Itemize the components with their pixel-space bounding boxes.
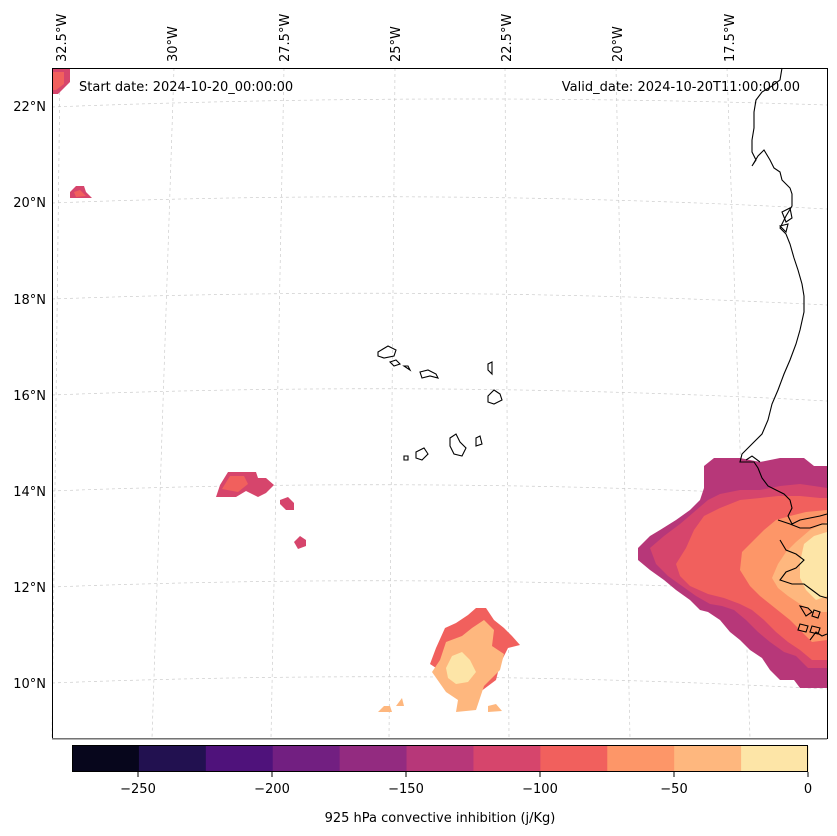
start-date-label: Start date: 2024-10-20_00:00:00 bbox=[79, 80, 293, 95]
colorbar-tick-minus-250: −250 bbox=[120, 782, 156, 797]
lat-label-14n: 14°N bbox=[13, 485, 46, 500]
lon-label-27-5w: 27.5°W bbox=[278, 14, 293, 62]
colorbar-tick-minus-150: −150 bbox=[388, 782, 424, 797]
colorbar-tick-minus-200: −200 bbox=[254, 782, 290, 797]
banc-arguin-island-1 bbox=[781, 207, 793, 223]
africa-coastline bbox=[739, 67, 828, 525]
colorbar-segment bbox=[674, 746, 742, 772]
colorbar-title: 925 hPa convective inhibition (j/Kg) bbox=[325, 811, 556, 826]
map-frame bbox=[52, 68, 828, 739]
colorbar-ticks bbox=[137, 772, 809, 777]
cin-patch-south-small-2 bbox=[378, 706, 392, 712]
gambia-river-coast bbox=[777, 519, 827, 529]
colorbar-segment bbox=[205, 746, 274, 772]
colorbar-tick-minus-50: −50 bbox=[660, 782, 687, 797]
cin-patch-south-inner bbox=[446, 652, 476, 684]
guinea-bissau-coast bbox=[779, 539, 828, 599]
island-santa-luzia bbox=[402, 365, 412, 372]
island-boa-vista bbox=[487, 389, 503, 405]
island-sao-nicolau bbox=[419, 369, 440, 379]
island-sal bbox=[487, 361, 493, 376]
colorbar-segment bbox=[72, 746, 140, 772]
lon-label-30w: 30°W bbox=[166, 26, 181, 62]
lat-label-10n: 10°N bbox=[13, 677, 46, 692]
graticule bbox=[51, 67, 828, 739]
cin-patch-south-small-3 bbox=[396, 698, 404, 706]
colorbar-segment bbox=[339, 746, 408, 772]
lon-label-32-5w: 32.5°W bbox=[55, 14, 70, 62]
guinea-coast bbox=[809, 631, 828, 641]
colorbar-segment bbox=[540, 746, 608, 772]
cin-region-east-yellow bbox=[800, 532, 827, 600]
island-fogo bbox=[415, 447, 429, 461]
lon-label-17-5w: 17.5°W bbox=[723, 14, 738, 62]
island-sao-vicente bbox=[388, 359, 402, 367]
lon-label-25w: 25°W bbox=[389, 26, 404, 62]
colorbar-segment bbox=[607, 746, 675, 772]
colorbar-frame bbox=[72, 745, 808, 772]
colorbar-segment bbox=[473, 746, 541, 772]
lat-label-12n: 12°N bbox=[13, 581, 46, 596]
cin-patch-northwest-corner-inner bbox=[52, 72, 64, 90]
island-maio bbox=[475, 435, 483, 447]
coastlines bbox=[377, 67, 828, 641]
colorbar: −250 −200 −150 −100 −50 0 925 hPa convec… bbox=[72, 745, 812, 826]
cin-patch-20n-inner bbox=[74, 190, 86, 197]
island-brava bbox=[403, 455, 409, 461]
dakar-peninsula bbox=[745, 455, 761, 463]
colorbar-tick-0: 0 bbox=[804, 782, 812, 797]
latitude-labels: 22°N 20°N 18°N 16°N 14°N 12°N 10°N bbox=[13, 100, 46, 692]
lon-label-20w: 20°W bbox=[611, 26, 626, 62]
lat-label-18n: 18°N bbox=[13, 293, 46, 308]
lon-label-22-5w: 22.5°W bbox=[500, 14, 515, 62]
colorbar-segment bbox=[138, 746, 207, 772]
valid-date-label: Valid_date: 2024-10-20T11:00:00.00 bbox=[562, 80, 800, 95]
lat-label-16n: 16°N bbox=[13, 389, 46, 404]
island-santiago bbox=[449, 433, 467, 457]
cin-contours bbox=[52, 68, 827, 712]
cin-patch-west-13-5n bbox=[280, 497, 294, 510]
cin-patch-west-13n bbox=[294, 536, 306, 549]
cin-patch-south-small-1 bbox=[488, 704, 502, 712]
colorbar-segment bbox=[406, 746, 474, 772]
colorbar-tick-minus-100: −100 bbox=[522, 782, 558, 797]
lat-label-20n: 20°N bbox=[13, 196, 46, 211]
bijagos-islands bbox=[797, 605, 821, 635]
island-santo-antao bbox=[377, 345, 397, 359]
lat-label-22n: 22°N bbox=[13, 100, 46, 115]
colorbar-segments bbox=[72, 746, 809, 772]
longitude-labels: 32.5°W 30°W 27.5°W 25°W 22.5°W 20°W 17.5… bbox=[55, 14, 738, 62]
colorbar-segment bbox=[741, 746, 809, 772]
banc-arguin-island-2 bbox=[778, 223, 789, 234]
cin-patch-west-14n-inner bbox=[222, 476, 248, 492]
colorbar-segment bbox=[272, 746, 341, 772]
